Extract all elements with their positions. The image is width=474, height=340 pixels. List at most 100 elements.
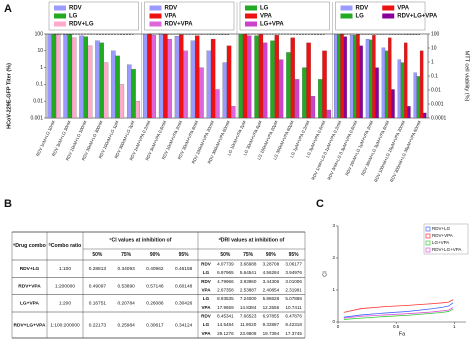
legend-label: LG+VPA — [260, 22, 284, 28]
dri-cell: 3.93960 — [240, 279, 257, 284]
bar — [381, 47, 386, 119]
bar — [242, 33, 248, 119]
ci-cell: 0.57146 — [146, 283, 164, 289]
level-header: 75% — [121, 252, 132, 258]
ci-cell: 0.26086 — [146, 301, 164, 307]
dri-cell: 3.66988 — [240, 262, 257, 267]
legend-swatch — [425, 226, 431, 232]
drug-cell: VPA — [201, 288, 211, 293]
dri-cell: 12.2556 — [263, 305, 280, 310]
y-tick-label: 1 — [332, 287, 335, 292]
ci-cell: 0.46158 — [175, 266, 193, 272]
y2-tick-label: 0.01 — [431, 87, 441, 93]
bar — [254, 35, 259, 119]
legend-swatch — [54, 21, 66, 27]
dri-cell: 2.53887 — [240, 288, 257, 293]
dri-cell: 6.47876 — [285, 314, 302, 319]
drug-cell: RDV — [201, 314, 212, 319]
legend-label: RDV+LG — [432, 226, 451, 231]
dri-cell: 11.9020 — [240, 322, 257, 327]
dri-cell: 3.94976 — [285, 270, 302, 275]
bar — [238, 34, 243, 119]
bar — [71, 37, 77, 119]
bar — [326, 109, 332, 119]
bar — [294, 79, 300, 119]
level-header: 90% — [150, 252, 161, 258]
bar — [151, 35, 156, 119]
legend-swatch — [425, 240, 431, 246]
ci-cell: 0.30426 — [175, 301, 193, 307]
dri-cell: 2.40854 — [263, 288, 280, 293]
bar — [262, 42, 268, 119]
bar — [131, 69, 136, 119]
table-header: dDRI values at inhibition of — [219, 237, 285, 244]
y-tick-label: 1 — [40, 65, 43, 71]
bar — [423, 112, 427, 119]
x-tick-label: RDV 1nM+LG 0.1μM+VPA 0.2mM — [310, 119, 342, 180]
y-tick-label: 2 — [332, 255, 335, 260]
dri-cell: 5.64541 — [240, 270, 257, 275]
dri-cell: 14.8384 — [240, 305, 257, 310]
ci-cell: 0.49097 — [89, 283, 107, 289]
y-tick-label: 0.001 — [30, 115, 43, 121]
x-tick-label: RDV 10nM+LG 1μM+VPA 2mM — [344, 119, 374, 176]
drug-cell: LG — [203, 322, 210, 327]
y2-tick-label: 0.1 — [431, 73, 438, 79]
legend-label: LG — [356, 14, 365, 20]
bar — [274, 35, 280, 119]
bar — [87, 45, 93, 119]
legend-label: RDV — [356, 6, 369, 12]
bar — [111, 50, 116, 119]
ratio-cell: 1:100:200000 — [50, 322, 80, 328]
legend-swatch — [149, 13, 162, 19]
bar — [222, 62, 228, 119]
legend-label: RDV+LG+VPA — [432, 247, 461, 252]
dri-cell: 9.32887 — [263, 322, 280, 327]
dri-cell: 5.86628 — [263, 296, 280, 301]
y-tick-label: 3 — [332, 223, 335, 228]
bar — [322, 50, 327, 119]
ci-cell: 0.34093 — [117, 266, 135, 272]
bar — [391, 89, 395, 119]
table-header: bCombo ratio — [49, 242, 82, 249]
legend-label: VPA — [260, 14, 273, 20]
y-tick-label: 0 — [332, 319, 335, 324]
bar — [67, 34, 73, 119]
dri-cell: 17.9659 — [217, 305, 234, 310]
legend-swatch — [340, 13, 353, 19]
bar — [167, 38, 172, 119]
bar — [372, 35, 376, 119]
legend-swatch — [382, 13, 395, 19]
table-header: aDrug combo — [13, 242, 46, 249]
x-tick-label: RDV 3nM+LG 0.3μM+VPA 0.6mM — [326, 119, 358, 180]
bar — [206, 50, 212, 119]
dri-cell: 17.3745 — [285, 331, 302, 336]
bar — [210, 38, 216, 119]
bar — [174, 35, 180, 119]
bar — [369, 39, 373, 119]
legend-swatch — [340, 5, 353, 11]
legend-label: RDV+LG — [69, 22, 94, 28]
drug-cell: LG — [203, 296, 210, 301]
bar — [63, 34, 68, 119]
legend-swatch — [54, 5, 66, 11]
legend-label: LG — [260, 6, 269, 12]
footnote-mark: d — [219, 237, 221, 241]
y2-tick-label: 0.001 — [431, 101, 444, 107]
bar — [199, 67, 204, 119]
footnote-mark: a — [13, 242, 15, 246]
level-header: 75% — [243, 252, 254, 258]
bar — [135, 101, 141, 119]
bar — [306, 42, 311, 119]
ci-curve — [343, 302, 454, 318]
x-tick-label: RDV 100nM+LG 10μM+VPA 20mM — [373, 119, 406, 183]
header-text: DRI values at inhibition of — [221, 238, 285, 244]
x-tick-label: RDV 30nM+LG 3μM+VPA 6mM — [360, 119, 390, 176]
bar — [99, 42, 104, 119]
dri-cell: 19.7394 — [263, 331, 280, 336]
bar — [302, 67, 307, 119]
ci-curve — [343, 299, 454, 313]
footnote-mark: c — [110, 237, 112, 241]
bar — [190, 40, 196, 119]
